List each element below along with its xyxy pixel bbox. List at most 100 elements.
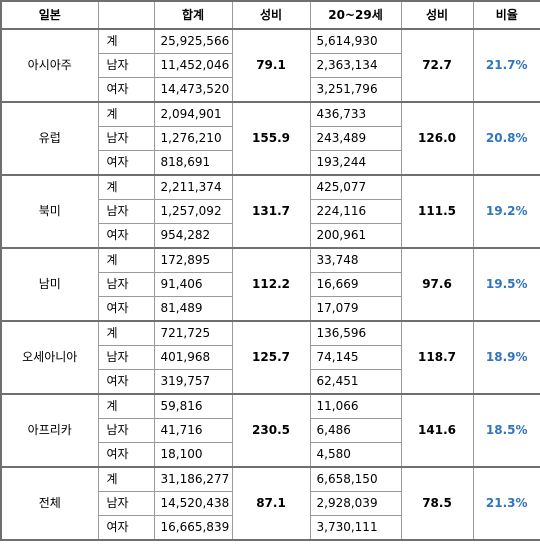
row-label: 계 (97, 466, 155, 492)
row-label: 계 (97, 28, 155, 54)
row-label: 남자 (97, 199, 155, 224)
sex-ratio-total: 79.1 (231, 28, 311, 103)
sex-ratio-total: 230.5 (231, 393, 311, 468)
table-row: 남자 41,716 6,486 (1, 418, 540, 443)
age-20-29-value: 6,658,150 (309, 466, 402, 492)
total-value: 25,925,566 (153, 28, 233, 54)
age-20-29-value: 3,730,111 (309, 515, 402, 541)
header-region: 일본 (0, 0, 99, 30)
total-value: 1,257,092 (153, 199, 233, 224)
row-label: 여자 (97, 442, 155, 468)
total-value: 81,489 (153, 296, 233, 322)
total-value: 18,100 (153, 442, 233, 468)
total-value: 59,816 (153, 393, 233, 419)
sex-ratio-age: 72.7 (400, 28, 474, 103)
age-20-29-value: 436,733 (309, 101, 402, 127)
total-value: 319,757 (153, 369, 233, 395)
table-row: 여자 16,665,839 3,730,111 (1, 515, 540, 541)
age-share-percent: 20.8% (472, 101, 540, 176)
row-label: 여자 (97, 369, 155, 395)
age-20-29-value: 6,486 (309, 418, 402, 443)
age-20-29-value: 200,961 (309, 223, 402, 249)
table-row: 남자 1,257,092 224,116 (1, 199, 540, 224)
table-row: 여자 954,282 200,961 (1, 223, 540, 249)
table-row: 남미 계 172,895 112.2 33,748 97.6 19.5% (0, 247, 540, 322)
region-name: 북미 (0, 174, 99, 249)
sex-ratio-age: 118.7 (400, 320, 474, 395)
sex-ratio-age: 97.6 (400, 247, 474, 322)
total-value: 16,665,839 (153, 515, 233, 541)
age-share-percent: 21.7% (472, 28, 540, 103)
total-value: 1,276,210 (153, 126, 233, 151)
table-row: 남자 14,520,438 2,928,039 (1, 491, 540, 516)
total-value: 11,452,046 (153, 53, 233, 78)
total-value: 41,716 (153, 418, 233, 443)
table-row: 남자 11,452,046 2,363,134 (1, 53, 540, 78)
sex-ratio-age: 78.5 (400, 466, 474, 541)
age-20-29-value: 425,077 (309, 174, 402, 200)
total-value: 721,725 (153, 320, 233, 346)
total-value: 31,186,277 (153, 466, 233, 492)
sex-ratio-total: 112.2 (231, 247, 311, 322)
total-value: 14,520,438 (153, 491, 233, 516)
age-20-29-value: 33,748 (309, 247, 402, 273)
age-20-29-value: 17,079 (309, 296, 402, 322)
row-label: 남자 (97, 345, 155, 370)
table-row: 북미 계 2,211,374 131.7 425,077 111.5 19.2% (0, 174, 540, 249)
row-label: 남자 (97, 491, 155, 516)
header-ratio2: 성비 (400, 0, 474, 30)
total-value: 14,473,520 (153, 77, 233, 103)
row-label: 여자 (97, 150, 155, 176)
age-20-29-value: 16,669 (309, 272, 402, 297)
region-name: 유럽 (0, 101, 99, 176)
table-row: 남자 1,276,210 243,489 (1, 126, 540, 151)
age-20-29-value: 4,580 (309, 442, 402, 468)
region-name: 아프리카 (0, 393, 99, 468)
age-20-29-value: 5,614,930 (309, 28, 402, 54)
row-label: 여자 (97, 296, 155, 322)
age-share-percent: 18.5% (472, 393, 540, 468)
total-value: 172,895 (153, 247, 233, 273)
row-label: 남자 (97, 53, 155, 78)
row-label: 여자 (97, 223, 155, 249)
region-name: 전체 (0, 466, 99, 541)
age-20-29-value: 11,066 (309, 393, 402, 419)
sex-ratio-age: 141.6 (400, 393, 474, 468)
row-label: 남자 (97, 126, 155, 151)
header-age: 20~29세 (309, 0, 402, 30)
region-name: 오세아니아 (0, 320, 99, 395)
header-sub (97, 0, 155, 30)
row-label: 계 (97, 320, 155, 346)
table-row: 여자 818,691 193,244 (1, 150, 540, 176)
age-20-29-value: 193,244 (309, 150, 402, 176)
sex-ratio-total: 131.7 (231, 174, 311, 249)
table-row: 유럽 계 2,094,901 155.9 436,733 126.0 20.8% (0, 101, 540, 176)
total-value: 91,406 (153, 272, 233, 297)
table-row: 남자 401,968 74,145 (1, 345, 540, 370)
age-20-29-value: 74,145 (309, 345, 402, 370)
row-label: 남자 (97, 272, 155, 297)
total-value: 818,691 (153, 150, 233, 176)
sex-ratio-total: 87.1 (231, 466, 311, 541)
sex-ratio-age: 126.0 (400, 101, 474, 176)
age-20-29-value: 62,451 (309, 369, 402, 395)
table-row: 아프리카 계 59,816 230.5 11,066 141.6 18.5% (0, 393, 540, 468)
age-share-percent: 21.3% (472, 466, 540, 541)
table-row: 여자 319,757 62,451 (1, 369, 540, 395)
region-name: 남미 (0, 247, 99, 322)
header-ratio1: 성비 (231, 0, 311, 30)
region-name: 아시아주 (0, 28, 99, 103)
table-row: 전체 계 31,186,277 87.1 6,658,150 78.5 21.3% (0, 466, 540, 541)
age-20-29-value: 136,596 (309, 320, 402, 346)
age-share-percent: 19.2% (472, 174, 540, 249)
age-20-29-value: 3,251,796 (309, 77, 402, 103)
header-row: 일본 합계 성비 20~29세 성비 비율 (0, 0, 540, 30)
sex-ratio-total: 155.9 (231, 101, 311, 176)
total-value: 401,968 (153, 345, 233, 370)
table-row: 여자 14,473,520 3,251,796 (1, 77, 540, 103)
table-row: 아시아주 계 25,925,566 79.1 5,614,930 72.7 21.7% (0, 28, 540, 103)
total-value: 2,211,374 (153, 174, 233, 200)
row-label: 계 (97, 247, 155, 273)
age-share-percent: 18.9% (472, 320, 540, 395)
